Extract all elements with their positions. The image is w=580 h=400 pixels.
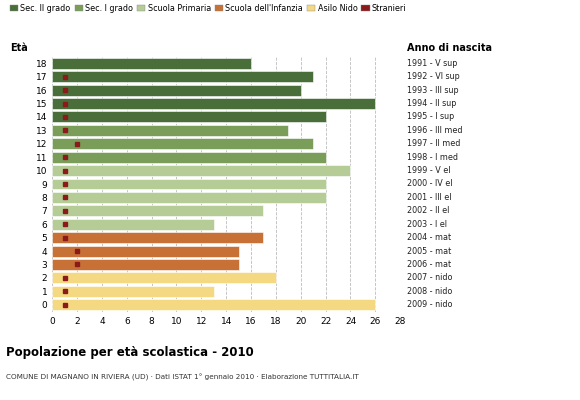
Bar bbox=[52, 98, 375, 109]
Text: 2002 - II el: 2002 - II el bbox=[407, 206, 450, 215]
Text: 2004 - mat: 2004 - mat bbox=[407, 233, 451, 242]
Text: 2001 - III el: 2001 - III el bbox=[407, 193, 452, 202]
Bar bbox=[52, 232, 263, 243]
Text: 1992 - VI sup: 1992 - VI sup bbox=[407, 72, 460, 81]
Bar bbox=[52, 192, 325, 203]
Bar bbox=[52, 138, 313, 149]
Bar bbox=[52, 58, 251, 69]
Text: 2000 - IV el: 2000 - IV el bbox=[407, 180, 452, 188]
Bar bbox=[52, 259, 238, 270]
Bar bbox=[52, 152, 325, 163]
Legend: Sec. II grado, Sec. I grado, Scuola Primaria, Scuola dell'Infanzia, Asilo Nido, : Sec. II grado, Sec. I grado, Scuola Prim… bbox=[10, 4, 407, 13]
Bar bbox=[52, 165, 350, 176]
Text: 2008 - nido: 2008 - nido bbox=[407, 287, 452, 296]
Text: Età: Età bbox=[10, 44, 28, 54]
Text: 1993 - III sup: 1993 - III sup bbox=[407, 86, 459, 95]
Bar bbox=[52, 125, 288, 136]
Bar bbox=[52, 219, 214, 230]
Text: 1999 - V el: 1999 - V el bbox=[407, 166, 451, 175]
Bar bbox=[52, 205, 263, 216]
Text: 2003 - I el: 2003 - I el bbox=[407, 220, 447, 229]
Bar bbox=[52, 299, 375, 310]
Text: 1998 - I med: 1998 - I med bbox=[407, 153, 458, 162]
Text: 1997 - II med: 1997 - II med bbox=[407, 139, 461, 148]
Text: 2005 - mat: 2005 - mat bbox=[407, 246, 451, 256]
Text: 2007 - nido: 2007 - nido bbox=[407, 273, 452, 282]
Bar bbox=[52, 246, 238, 256]
Bar bbox=[52, 112, 325, 122]
Bar bbox=[52, 85, 301, 96]
Bar bbox=[52, 272, 276, 283]
Text: 2006 - mat: 2006 - mat bbox=[407, 260, 451, 269]
Bar bbox=[52, 178, 325, 190]
Text: 1991 - V sup: 1991 - V sup bbox=[407, 59, 458, 68]
Text: Popolazione per età scolastica - 2010: Popolazione per età scolastica - 2010 bbox=[6, 346, 253, 359]
Text: 1996 - III med: 1996 - III med bbox=[407, 126, 463, 135]
Text: COMUNE DI MAGNANO IN RIVIERA (UD) · Dati ISTAT 1° gennaio 2010 · Elaborazione TU: COMUNE DI MAGNANO IN RIVIERA (UD) · Dati… bbox=[6, 374, 358, 381]
Text: 2009 - nido: 2009 - nido bbox=[407, 300, 452, 309]
Text: Anno di nascita: Anno di nascita bbox=[407, 44, 492, 54]
Text: 1994 - II sup: 1994 - II sup bbox=[407, 99, 456, 108]
Text: 1995 - I sup: 1995 - I sup bbox=[407, 112, 454, 122]
Bar bbox=[52, 286, 214, 297]
Bar bbox=[52, 71, 313, 82]
